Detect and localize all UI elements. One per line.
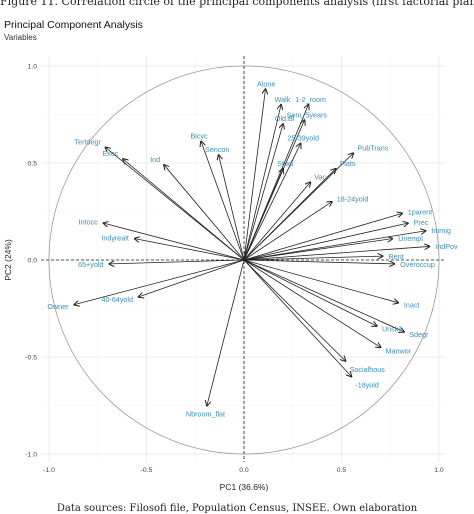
- arrow-8: [243, 169, 336, 261]
- label-22: Socialhous: [350, 365, 386, 374]
- label-13: Immig: [431, 226, 451, 235]
- label-15: IndPov: [435, 242, 458, 251]
- arrow-9: [243, 182, 310, 261]
- label-0: Alone: [257, 79, 275, 88]
- label-14: Unempl: [398, 234, 423, 243]
- label-21: Manwor: [386, 347, 412, 356]
- arrow-34: [207, 259, 245, 406]
- arrow-11: [243, 213, 402, 261]
- arrow-15: [243, 246, 429, 261]
- label-12: Prec: [414, 218, 429, 227]
- label-20: Unskil: [382, 325, 402, 334]
- label-34: Nbroom_flat: [186, 410, 225, 419]
- label-7: PubTrans: [357, 143, 388, 152]
- x-tick-label-4: 1.0: [434, 467, 444, 474]
- chart-title: Principal Component Analysis: [4, 19, 143, 31]
- label-19: Sdegr: [409, 330, 429, 339]
- arrow-30: [135, 239, 245, 261]
- arrow-27: [201, 142, 245, 261]
- x-tick-label-0: -1.0: [43, 467, 55, 474]
- x-tick-label-1: -0.5: [141, 467, 153, 474]
- arrow-5: [243, 144, 301, 261]
- arrow-0: [243, 89, 265, 261]
- variable-arrows: [74, 89, 429, 405]
- label-27: Bicyc: [190, 132, 208, 141]
- label-28: Sencon: [205, 145, 229, 154]
- label-11: 1parent: [408, 208, 432, 217]
- label-3: Sem_5years: [287, 110, 328, 119]
- arrow-6: [243, 169, 283, 261]
- figure-caption-top: Figure 11. Correlation circle of the pri…: [0, 0, 474, 8]
- label-1: Walk: [275, 95, 291, 104]
- label-30: Indyrealt: [101, 234, 129, 243]
- label-31: 65+yold: [78, 260, 103, 269]
- arrow-10: [243, 202, 332, 261]
- arrow-12: [243, 223, 408, 261]
- arrow-26: [164, 165, 245, 261]
- x-tick-label-3: 0.5: [337, 467, 347, 474]
- arrow-29: [104, 223, 245, 261]
- arrow-4: [243, 124, 283, 261]
- arrow-18: [243, 259, 398, 303]
- arrow-17: [243, 259, 394, 264]
- label-5: 25-39yold: [287, 134, 319, 143]
- arrow-16: [243, 256, 382, 261]
- label-9: Vac: [314, 172, 326, 181]
- label-17: Overoccup: [400, 260, 435, 269]
- arrow-1: [243, 105, 281, 261]
- y-tick-label-2: 0.0: [28, 258, 38, 265]
- y-tick-label-1: -0.5: [25, 355, 37, 362]
- arrow-33: [74, 259, 245, 305]
- arrow-22: [243, 259, 345, 361]
- label-6: Studi: [277, 159, 294, 168]
- label-25: Exec: [103, 149, 119, 158]
- arrow-13: [243, 231, 425, 261]
- label-2: 1-2_room: [295, 95, 326, 104]
- x-axis-label: PC1 (36.6%): [220, 482, 269, 492]
- figure-caption-bottom: Data sources: Filosofi file, Population …: [56, 503, 418, 514]
- arrow-23: [243, 259, 351, 376]
- label-33: Owner: [47, 302, 69, 311]
- axis-ticks: -1.0 -0.5 0.0 0.5 1.0 -1.0 -0.5 0.0 0.5 1.0: [25, 64, 444, 475]
- label-24: Tertdegr: [75, 137, 102, 146]
- arrow-31: [109, 259, 245, 264]
- label-18: Inact: [404, 300, 420, 309]
- label-16: Rent: [388, 252, 403, 261]
- arrow-21: [243, 259, 381, 347]
- y-axis-label: PC2 (24%): [3, 239, 13, 281]
- arrow-14: [243, 239, 392, 261]
- arrow-19: [243, 259, 404, 332]
- arrow-25: [123, 159, 245, 261]
- y-tick-label-0: -1.0: [25, 452, 37, 459]
- chart-subtitle: Variables: [4, 33, 37, 42]
- label-4: Old.Bl: [275, 114, 295, 123]
- y-tick-label-4: 1.0: [28, 64, 38, 71]
- arrow-28: [219, 155, 245, 261]
- arrow-20: [243, 259, 377, 326]
- label-8: Flats: [340, 159, 356, 168]
- label-10: 18-24yold: [337, 194, 369, 203]
- label-29: Intocc: [79, 218, 99, 227]
- label-23: -18yold: [355, 380, 379, 389]
- y-tick-label-3: 0.5: [28, 161, 38, 168]
- label-26: Ind: [150, 155, 160, 164]
- arrow-32: [139, 259, 245, 297]
- x-tick-label-2: 0.0: [239, 467, 249, 474]
- label-32: 40-64yold: [101, 295, 133, 304]
